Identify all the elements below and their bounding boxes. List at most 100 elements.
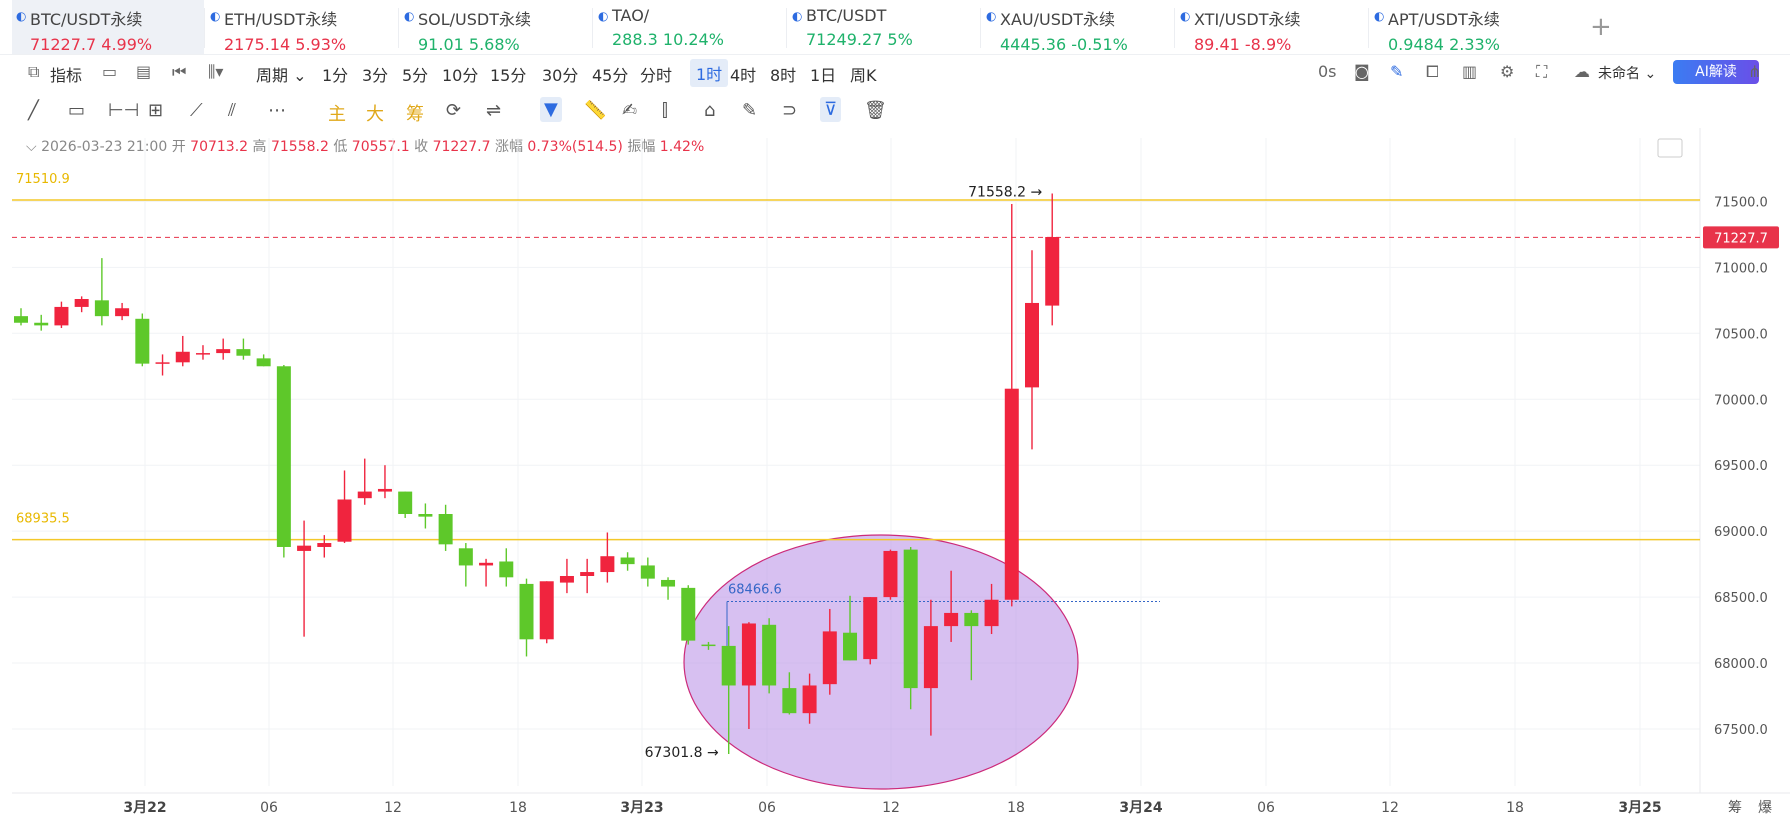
- candle-body[interactable]: [843, 632, 858, 661]
- interval-7[interactable]: 分时: [640, 66, 673, 85]
- candle-body[interactable]: [357, 491, 372, 499]
- candle-icon[interactable]: ⫿: [662, 100, 668, 121]
- symbol-tab[interactable]: ◐ XTI/USDT永续 89.41 -8.9%: [1176, 0, 1368, 54]
- candle-body[interactable]: [398, 491, 413, 515]
- note-icon[interactable]: ✎: [742, 100, 758, 121]
- gear-icon[interactable]: ⚙: [1500, 62, 1515, 81]
- indicators-button[interactable]: 指标: [50, 66, 83, 85]
- trash-icon[interactable]: 🗑: [864, 100, 887, 121]
- candle-body[interactable]: [802, 685, 817, 714]
- candle-body[interactable]: [458, 548, 473, 566]
- interval-11[interactable]: 1日: [810, 66, 837, 85]
- candle-body[interactable]: [276, 366, 291, 547]
- candle-body[interactable]: [418, 514, 433, 517]
- candle-body[interactable]: [984, 599, 999, 627]
- symbol-tab[interactable]: ◐ BTC/USDT 71249.27 5%: [788, 0, 980, 54]
- candle-body[interactable]: [721, 645, 736, 686]
- big-order-button[interactable]: 大: [366, 104, 384, 125]
- candle-body[interactable]: [863, 597, 878, 660]
- candle-body[interactable]: [155, 362, 170, 364]
- candle-body[interactable]: [923, 626, 938, 689]
- candle-body[interactable]: [661, 579, 676, 587]
- candlestick-chart[interactable]: 67500.0 68000.0 68500.0 69000.0 69500.0 70000…: [0, 128, 1790, 820]
- new-window-icon[interactable]: ⧠: [1426, 62, 1439, 81]
- candle-body[interactable]: [337, 499, 352, 542]
- period-dropdown[interactable]: 周期 ⌄: [256, 66, 307, 85]
- brush-icon[interactable]: ✍: [622, 100, 638, 121]
- candle-body[interactable]: [1045, 237, 1060, 306]
- channel-tool-icon[interactable]: ⫽: [228, 100, 237, 121]
- candle-body[interactable]: [782, 688, 797, 714]
- cloud-icon[interactable]: ☁: [1574, 62, 1590, 81]
- candle-body[interactable]: [822, 631, 837, 685]
- interval-9[interactable]: 4时: [730, 66, 757, 85]
- pen-icon[interactable]: ✎: [1390, 62, 1404, 81]
- collapse-icon[interactable]: ⌵: [26, 139, 37, 155]
- ai-analysis-button[interactable]: AI解读: [1673, 60, 1759, 84]
- candle-body[interactable]: [377, 488, 392, 492]
- replay-icon[interactable]: ⏮: [172, 62, 187, 81]
- sync-icon[interactable]: ⟳: [446, 100, 462, 121]
- candle-body[interactable]: [701, 644, 716, 647]
- candle-body[interactable]: [903, 549, 918, 689]
- candle-body[interactable]: [519, 583, 534, 640]
- candle-body[interactable]: [1004, 388, 1019, 600]
- symbol-tab[interactable]: ◐ BTC/USDT永续 71227.7 4.99%: [12, 0, 204, 54]
- candle-body[interactable]: [236, 349, 251, 356]
- candle-body[interactable]: [54, 306, 69, 326]
- bookmark-icon[interactable]: ▼: [540, 97, 562, 122]
- interval-10[interactable]: 8时: [770, 66, 797, 85]
- candle-body[interactable]: [580, 572, 595, 576]
- candle-body[interactable]: [762, 624, 777, 686]
- candle-body[interactable]: [539, 581, 554, 640]
- candle-body[interactable]: [195, 353, 210, 355]
- candle-body[interactable]: [479, 562, 494, 566]
- position-icon[interactable]: ⇌: [486, 100, 502, 121]
- ruler-icon[interactable]: 📏: [584, 100, 607, 121]
- interval-2[interactable]: 5分: [402, 66, 429, 85]
- candle-body[interactable]: [964, 612, 979, 627]
- chip-button[interactable]: 筹: [406, 104, 424, 125]
- hline-tool-icon[interactable]: ⊢⊣: [108, 100, 140, 121]
- layout-name-dropdown[interactable]: 未命名 ⌄: [1598, 66, 1657, 82]
- candle-body[interactable]: [175, 351, 190, 363]
- chart-type-icon[interactable]: ⫼▾: [208, 62, 224, 81]
- camera-icon[interactable]: ◙: [1354, 62, 1370, 81]
- candle-body[interactable]: [317, 543, 332, 547]
- candle-body[interactable]: [559, 575, 574, 583]
- share-icon[interactable]: ⋔: [1748, 62, 1762, 81]
- add-tab-button[interactable]: +: [1590, 12, 1612, 42]
- auto-scale-button[interactable]: [1657, 138, 1683, 158]
- line-tool-icon[interactable]: ╱: [28, 100, 39, 121]
- main-indicator-button[interactable]: 主: [328, 104, 346, 125]
- candle-body[interactable]: [14, 316, 28, 323]
- candle-body[interactable]: [741, 623, 756, 686]
- interval-5[interactable]: 30分: [542, 66, 579, 85]
- magnet-icon[interactable]: ⊃: [782, 100, 798, 121]
- interval-1[interactable]: 3分: [362, 66, 389, 85]
- fullscreen-icon[interactable]: ⛶: [1536, 62, 1548, 81]
- symbol-tab[interactable]: ◐ APT/USDT永续 0.9484 2.33%: [1370, 0, 1562, 54]
- interval-4[interactable]: 15分: [490, 66, 527, 85]
- candle-body[interactable]: [74, 299, 89, 307]
- candle-body[interactable]: [1025, 302, 1039, 388]
- candle-body[interactable]: [883, 550, 898, 598]
- interval-8[interactable]: 1时: [690, 59, 729, 87]
- measure-tool-icon[interactable]: ⊞: [148, 100, 164, 121]
- candle-body[interactable]: [640, 565, 655, 579]
- candle-body[interactable]: [135, 318, 150, 364]
- candle-body[interactable]: [297, 545, 312, 551]
- interval-0[interactable]: 1分: [322, 66, 349, 85]
- candle-body[interactable]: [499, 561, 514, 578]
- candle-body[interactable]: [34, 322, 49, 326]
- candle-body[interactable]: [620, 557, 635, 565]
- lock-icon[interactable]: ⌂: [704, 100, 716, 121]
- layout-icon[interactable]: ▤: [136, 62, 152, 81]
- interval-12[interactable]: 周K: [850, 66, 877, 85]
- template-icon[interactable]: ▥: [1462, 62, 1478, 81]
- interval-6[interactable]: 45分: [592, 66, 629, 85]
- calendar-icon[interactable]: ▭: [102, 62, 118, 81]
- candle-body[interactable]: [681, 587, 696, 641]
- candle-body[interactable]: [216, 349, 231, 354]
- symbol-tab[interactable]: ◐ SOL/USDT永续 91.01 5.68%: [400, 0, 592, 54]
